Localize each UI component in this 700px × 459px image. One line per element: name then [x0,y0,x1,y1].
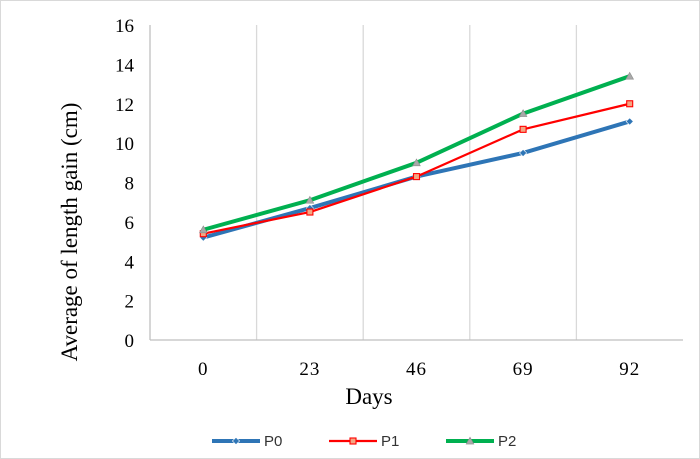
x-tick-label: 0 [198,359,209,380]
data-point-p2 [412,158,421,167]
legend-label-p1: P1 [381,433,399,450]
legend-label-p0: P0 [264,433,282,450]
data-point-p1 [306,208,314,216]
x-tick-label: 69 [513,359,534,380]
y-axis-title: Average of length gain (cm) [57,103,82,362]
data-point-p2 [305,195,315,204]
series-line-p1 [202,102,631,235]
y-tick-label: 10 [115,134,134,155]
y-tick-label: 4 [125,252,135,273]
data-point-p0 [519,148,528,157]
legend-marker-p2 [465,436,475,445]
series-layer [198,71,635,242]
y-tick-label: 6 [125,213,135,234]
x-tick-label: 92 [619,359,640,380]
data-point-p0 [625,117,634,126]
legend-marker-p0 [231,436,241,446]
legend: P0 P1 P2 [212,433,516,450]
y-tick-label: 0 [125,331,135,352]
data-point-p2 [198,225,208,234]
x-tick-label: 46 [406,359,427,380]
legend-label-p2: P2 [498,433,516,450]
legend-marker-p1 [349,437,357,445]
y-tick-label: 14 [115,55,135,76]
x-axis-title: Days [345,384,392,409]
data-point-p1 [519,125,527,133]
series-line-p2 [201,74,632,232]
x-tick-label: 23 [299,359,320,380]
data-point-p1 [626,100,634,108]
data-point-p2 [625,71,635,80]
data-point-p2 [518,109,528,117]
y-tick-label: 2 [125,292,135,313]
data-point-p1 [412,173,421,181]
y-tick-label: 12 [115,95,134,116]
grid-lines [255,25,578,340]
y-tick-label: 8 [125,174,135,195]
y-tick-label: 16 [115,16,134,37]
